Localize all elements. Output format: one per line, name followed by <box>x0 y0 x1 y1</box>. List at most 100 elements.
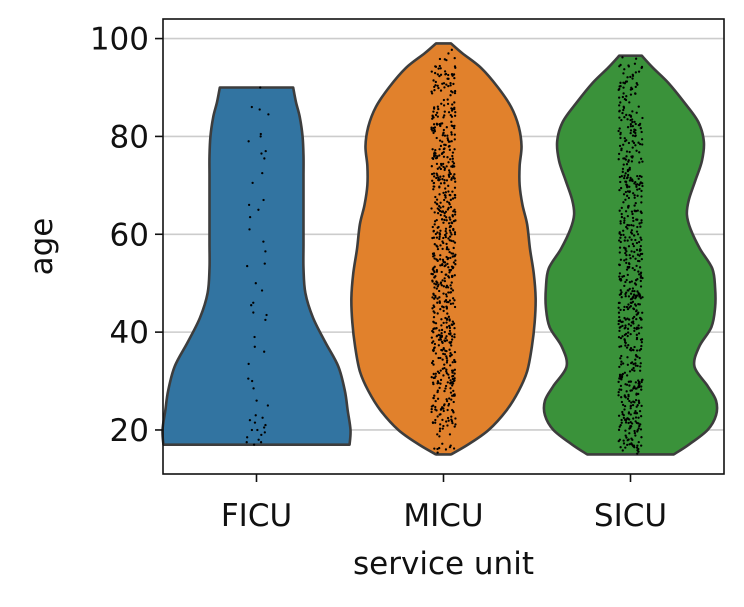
data-point <box>629 114 632 117</box>
data-point <box>434 322 438 325</box>
data-point <box>620 215 624 219</box>
data-point <box>638 254 641 257</box>
data-point <box>619 278 623 281</box>
data-point <box>631 296 634 300</box>
data-point <box>638 303 641 306</box>
data-point <box>245 441 248 444</box>
data-point <box>445 420 448 423</box>
data-point <box>440 102 443 105</box>
data-point <box>639 142 642 146</box>
data-point <box>451 377 454 381</box>
data-point <box>618 144 622 148</box>
data-point <box>619 240 622 244</box>
data-point <box>439 264 442 267</box>
data-point <box>453 106 456 109</box>
data-point <box>435 280 438 283</box>
data-point <box>631 134 635 137</box>
data-point <box>439 175 442 178</box>
data-point <box>618 109 621 112</box>
data-point <box>639 294 642 298</box>
data-point <box>624 172 627 175</box>
data-point <box>445 399 449 403</box>
data-point <box>447 184 450 187</box>
data-point <box>618 388 621 391</box>
data-point <box>636 429 639 432</box>
data-point <box>438 154 441 157</box>
data-point <box>453 299 456 302</box>
data-point <box>448 326 452 330</box>
data-point <box>259 86 262 89</box>
data-point <box>431 280 434 283</box>
data-point <box>619 180 622 184</box>
data-point <box>252 387 255 390</box>
data-point <box>261 171 264 175</box>
data-point <box>631 443 634 446</box>
data-point <box>439 378 443 382</box>
data-point <box>630 389 634 392</box>
data-point <box>622 229 625 232</box>
data-point <box>433 286 436 289</box>
data-point <box>442 155 446 158</box>
data-point <box>441 358 444 361</box>
data-point <box>443 143 446 146</box>
data-point <box>632 366 635 370</box>
data-point <box>637 311 640 314</box>
data-point <box>625 305 629 309</box>
data-point <box>633 431 636 435</box>
data-point <box>635 241 639 245</box>
data-point <box>451 154 454 158</box>
data-point <box>635 264 638 268</box>
data-point <box>641 160 644 163</box>
data-point <box>630 232 634 235</box>
data-point <box>622 274 626 278</box>
data-point <box>259 135 262 138</box>
data-point <box>628 101 631 104</box>
data-point <box>453 196 457 199</box>
y-tick-label: 60 <box>110 217 149 253</box>
data-point <box>446 98 449 101</box>
data-point <box>445 83 448 86</box>
data-point <box>445 368 448 371</box>
data-point <box>448 348 451 351</box>
data-point <box>640 338 644 341</box>
data-point <box>641 116 644 120</box>
data-point <box>624 236 627 239</box>
data-point <box>628 168 631 171</box>
data-point <box>432 188 435 191</box>
data-point <box>640 404 643 408</box>
data-point <box>433 305 436 309</box>
data-point <box>636 449 639 452</box>
data-point <box>246 436 249 439</box>
data-point <box>620 378 623 381</box>
data-point <box>634 279 638 282</box>
data-point <box>628 236 631 239</box>
data-point <box>628 287 631 291</box>
data-point <box>440 331 443 335</box>
data-point <box>446 257 449 261</box>
data-point <box>632 320 635 323</box>
data-point <box>640 195 643 198</box>
data-point <box>629 125 632 128</box>
data-point <box>441 140 444 143</box>
y-axis-ticks: 20 40 60 80 100 <box>90 22 163 449</box>
data-point <box>444 316 447 320</box>
data-point <box>436 389 440 392</box>
data-point <box>437 344 440 347</box>
data-point <box>636 364 639 368</box>
data-point <box>443 330 446 334</box>
data-point <box>629 292 633 295</box>
data-point <box>433 220 437 223</box>
data-point <box>434 80 437 84</box>
data-point <box>450 115 454 118</box>
data-point <box>629 129 633 132</box>
data-point <box>622 143 625 146</box>
data-point <box>447 266 450 269</box>
data-point <box>434 232 438 236</box>
points-ficu <box>245 86 270 446</box>
data-point <box>640 189 643 193</box>
data-point <box>443 114 446 117</box>
data-point <box>634 57 638 60</box>
data-point <box>628 427 631 430</box>
data-point <box>619 136 622 140</box>
data-point <box>623 137 626 140</box>
